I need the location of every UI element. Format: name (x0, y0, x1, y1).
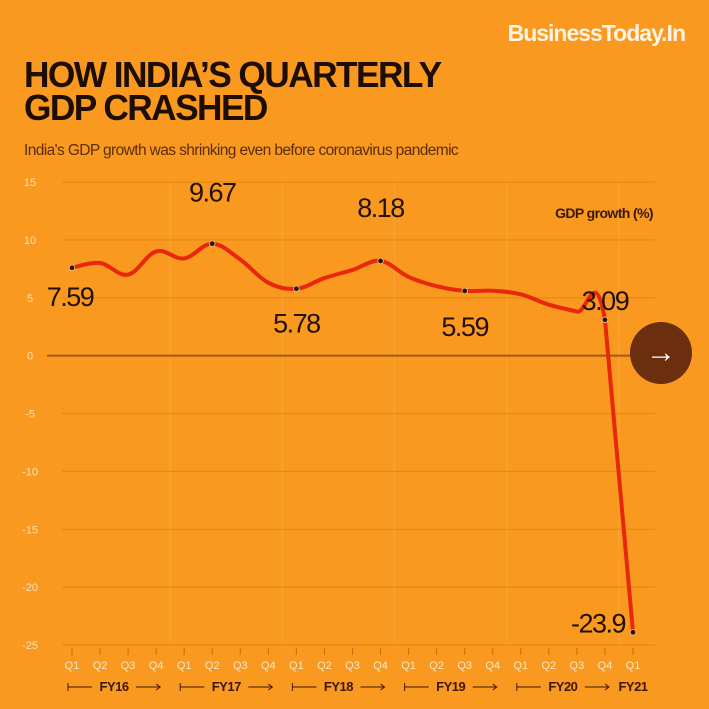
y-tick-label: 0 (27, 351, 33, 363)
data-point (377, 257, 384, 265)
fiscal-year-label: FY17 (212, 679, 241, 694)
fy-bracket-arrow (268, 683, 274, 691)
fiscal-year-group: FY21 (618, 679, 648, 694)
brand-logo: BusinessToday.In (507, 20, 686, 46)
x-tick-label: Q1 (65, 660, 80, 672)
x-tick-label: Q2 (542, 660, 557, 672)
fiscal-year-group: FY17 (179, 679, 274, 694)
fy-bracket-arrow (492, 683, 498, 691)
x-tick-label: Q4 (598, 660, 613, 672)
y-tick-label: 10 (24, 235, 36, 247)
data-point (68, 264, 76, 271)
title-line-1: HOW INDIA’S QUARTERLY (24, 54, 442, 95)
fiscal-year-label: FY20 (548, 679, 577, 694)
data-point (461, 287, 468, 295)
next-slide-button[interactable]: → (630, 322, 692, 384)
x-tick-label: Q4 (149, 660, 164, 672)
data-point (601, 316, 609, 324)
x-tick-label: Q4 (485, 660, 500, 672)
x-tick-label: Q2 (317, 660, 332, 672)
x-tick-label: Q3 (233, 660, 248, 672)
x-tick-label: Q3 (345, 660, 360, 672)
fiscal-year-group: FY20 (516, 679, 610, 694)
x-tick-label: Q2 (205, 660, 220, 672)
x-tick-label: Q1 (626, 660, 641, 672)
y-tick-label: 5 (27, 293, 33, 305)
x-tick-label: Q3 (121, 660, 136, 672)
fiscal-year-label: FY21 (618, 679, 647, 694)
y-tick-label: -25 (22, 640, 38, 652)
fiscal-year-group: FY16 (67, 679, 161, 694)
y-axis: 15 10 5 0 -5 -10 -15 -20 -25 (22, 177, 38, 652)
y-tick-label: -15 (22, 524, 38, 536)
fiscal-year-group: FY18 (291, 679, 386, 694)
x-tick-label: Q2 (429, 660, 444, 672)
data-label: 5.78 (273, 309, 320, 339)
x-tick-label: Q1 (177, 660, 192, 672)
x-tick-label: Q2 (93, 660, 108, 672)
fiscal-year-group: FY19 (404, 679, 498, 694)
data-label: 3.09 (582, 286, 629, 316)
fiscal-year-label: FY18 (324, 679, 353, 694)
title-line-2: GDP CRASHED (24, 87, 268, 128)
chart-title: HOW INDIA’S QUARTERLY GDP CRASHED (24, 54, 442, 128)
data-label: -23.9 (571, 608, 626, 638)
data-point (209, 240, 216, 247)
y-tick-label: -5 (25, 409, 35, 421)
x-axis: Q1 Q2 Q3 Q4 Q1 Q2 Q3 Q4 Q1 Q2 Q3 Q4 Q1 Q2 Q3 Q4 Q1 Q2 Q3 Q4… (65, 648, 648, 694)
fiscal-year-label: FY16 (100, 679, 129, 694)
legend-label: GDP growth (%) (555, 205, 653, 221)
data-label: 8.18 (357, 193, 404, 223)
chart-subtitle: India's GDP growth was shrinking even be… (24, 142, 459, 159)
x-tick-label: Q4 (373, 660, 388, 672)
fy-bracket-arrow (380, 683, 386, 691)
data-label: 7.59 (47, 282, 94, 312)
x-tick-label: Q3 (570, 660, 585, 672)
series-gdp-growth (68, 240, 637, 636)
x-tick-label: Q3 (457, 660, 472, 672)
y-tick-label: -20 (22, 582, 38, 594)
data-label: 9.67 (189, 178, 236, 208)
data-point (629, 629, 637, 636)
data-point (293, 285, 300, 292)
data-labels: 7.59 9.67 5.78 8.18 5.59 3.09 -23.9 (47, 178, 630, 639)
fiscal-year-label: FY19 (436, 679, 465, 694)
x-tick-label: Q1 (401, 660, 416, 672)
x-tick-label: Q1 (289, 660, 304, 672)
y-tick-label: 15 (24, 177, 36, 189)
data-label: 5.59 (441, 312, 488, 342)
fy-bracket-arrow (155, 683, 161, 691)
gridlines (47, 181, 655, 646)
series-line (70, 241, 635, 635)
arrow-right-icon: → (646, 336, 676, 369)
x-tick-label: Q4 (261, 660, 276, 672)
y-tick-label: -10 (22, 466, 38, 478)
fy-bracket-arrow (604, 683, 610, 691)
x-tick-label: Q1 (513, 660, 528, 672)
